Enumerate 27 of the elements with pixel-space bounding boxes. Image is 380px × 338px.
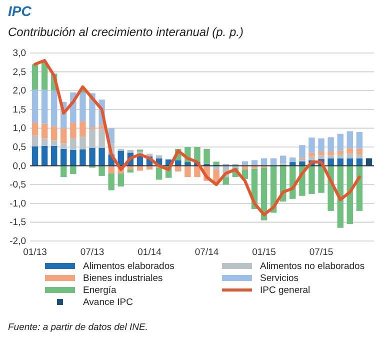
chart-title: IPC	[8, 3, 32, 19]
x-tick-label: 01/13	[23, 247, 47, 258]
legend-label: Energía	[83, 285, 117, 296]
y-tick-label: 2,0	[12, 86, 26, 97]
legend-label: Avance IPC	[83, 297, 134, 308]
x-tick-label: 07/14	[194, 247, 219, 258]
y-tick-label: -2,0	[10, 236, 26, 248]
y-tick-label: -1,5	[10, 217, 26, 228]
legend-label: IPC general	[260, 285, 310, 296]
x-tick-label: 07/13	[80, 247, 104, 258]
x-tick-label: 01/15	[252, 247, 276, 258]
x-tick-label: 01/14	[138, 247, 162, 258]
y-tick-label: 2,5	[12, 66, 26, 78]
legend-label: Alimentos elaborados	[83, 261, 175, 272]
y-tick-label: 1,0	[12, 123, 26, 134]
y-tick-label: -1,0	[10, 198, 26, 210]
y-tick-label: 1,5	[12, 104, 26, 116]
y-tick-label: 0,0	[12, 160, 26, 172]
legend-label: Alimentos no elaborados	[260, 261, 365, 272]
x-tick-label: 07/15	[309, 247, 334, 258]
legend-label: Bienes industriales	[83, 273, 163, 284]
source-note: Fuente: a partir de datos del INE.	[8, 322, 148, 333]
y-tick-label: -0,5	[10, 180, 26, 191]
legend-label: Servicios	[260, 273, 299, 284]
y-tick-label: 0,5	[12, 142, 26, 154]
chart-subtitle: Contribución al crecimiento interanual (p. p.)	[8, 25, 244, 39]
y-tick-label: 3,0	[12, 48, 26, 60]
